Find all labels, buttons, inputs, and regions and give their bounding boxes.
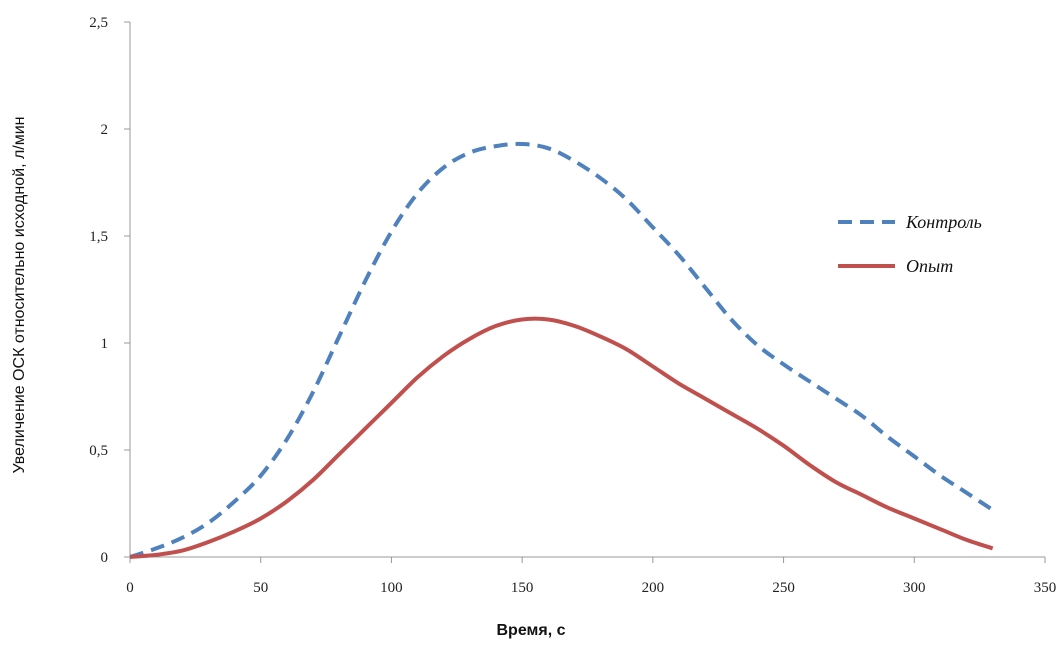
x-axis-title: Время, с <box>497 622 566 639</box>
y-tick-label: 0,5 <box>89 443 108 459</box>
x-tick-label: 50 <box>253 580 268 596</box>
series-line-experiment <box>129 316 994 559</box>
x-tick-label: 300 <box>903 580 926 596</box>
legend-label-control: Контроль <box>905 212 982 232</box>
legend-label-experiment: Опыт <box>906 256 953 276</box>
legend: Контроль Опыт <box>838 212 982 276</box>
x-tick-label: 200 <box>642 580 665 596</box>
x-tick-label: 250 <box>772 580 795 596</box>
x-tick-label: 100 <box>380 580 403 596</box>
y-tick-label: 2,5 <box>89 15 108 31</box>
y-tick-label: 1 <box>101 336 109 352</box>
y-tick-label: 1,5 <box>89 229 108 245</box>
y-tick-label: 0 <box>101 550 109 566</box>
y-tick-label: 2 <box>101 122 109 138</box>
x-tick-label: 0 <box>126 580 134 596</box>
x-tick-labels: 0 50 100 150 200 250 300 350 <box>126 557 1056 596</box>
x-tick-label: 350 <box>1034 580 1057 596</box>
x-tick-label: 150 <box>511 580 534 596</box>
series-line-control <box>129 141 994 559</box>
y-tick-labels: 0 0,5 1 1,5 2 2,5 <box>89 15 130 566</box>
series-lines <box>129 141 994 559</box>
y-axis-title: Увеличение ОСК относительно исходной, л/… <box>11 116 28 473</box>
